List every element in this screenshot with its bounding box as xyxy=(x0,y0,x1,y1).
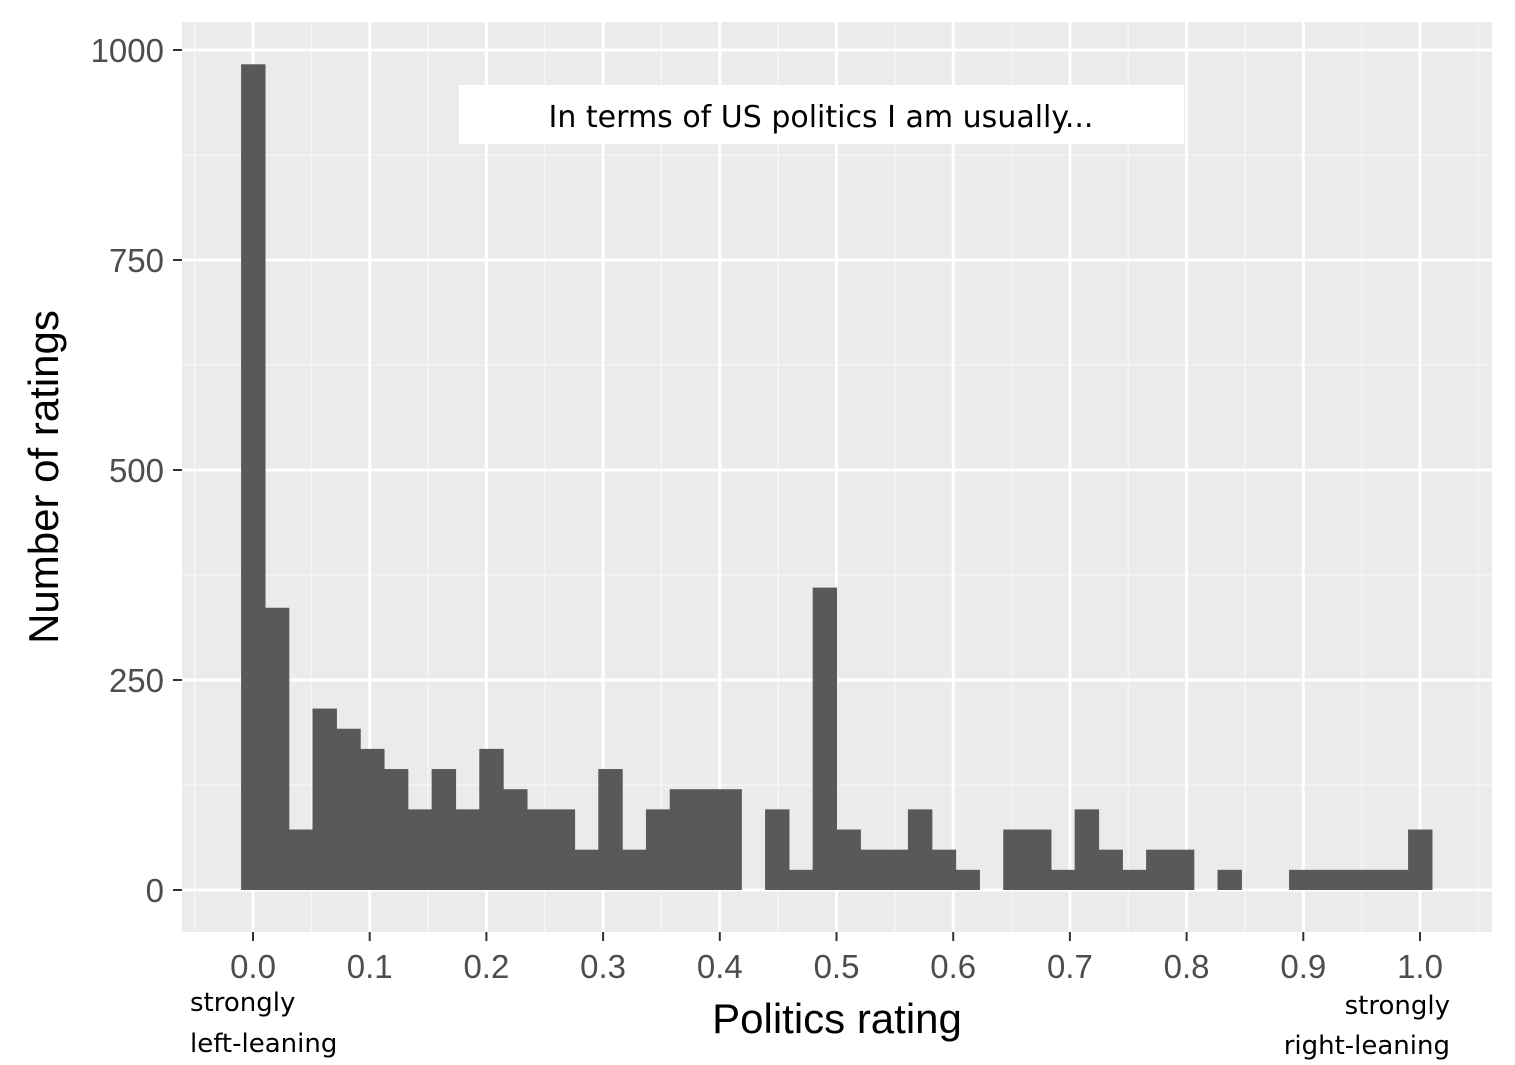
x-axis: 0.0 0.1 0.2 0.3 0.4 0.5 0.6 0.7 0.8 0.9 1.0 xyxy=(230,932,1443,985)
left-annotation: strongly left-leaning xyxy=(190,988,337,1059)
histogram-bar xyxy=(241,64,266,890)
x-tick-label: 0.4 xyxy=(697,948,743,985)
right-annotation: strongly right-leaning xyxy=(1284,991,1450,1061)
histogram-bar xyxy=(1027,829,1052,890)
chart-title: In terms of US politics I am usually... xyxy=(549,100,1094,135)
histogram-bar xyxy=(336,728,361,890)
histogram-bar xyxy=(503,789,528,890)
x-tick-label: 0.1 xyxy=(347,948,393,985)
histogram-bar xyxy=(264,607,290,890)
histogram-bar xyxy=(526,809,552,890)
histogram-bar xyxy=(1384,869,1409,890)
histogram-bar xyxy=(1050,869,1076,890)
histogram-bar xyxy=(1312,869,1338,890)
y-axis-title: Number of ratings xyxy=(20,310,67,644)
y-tick-label: 750 xyxy=(109,242,164,279)
right-annotation-line: strongly xyxy=(1345,991,1450,1021)
histogram-bar xyxy=(955,869,980,890)
histogram-bar xyxy=(788,869,814,890)
histogram-bar xyxy=(1003,829,1028,890)
histogram-bar xyxy=(765,809,790,890)
x-tick-label: 0.7 xyxy=(1047,948,1093,985)
histogram-bar xyxy=(1360,869,1385,890)
histogram-bar xyxy=(1098,849,1123,890)
left-annotation-line: strongly xyxy=(190,988,295,1018)
x-tick-label: 0.6 xyxy=(930,948,976,985)
histogram-bar xyxy=(812,587,838,890)
x-tick-label: 0.2 xyxy=(463,948,509,985)
histogram-bar xyxy=(598,769,623,890)
chart-title-box: In terms of US politics I am usually... xyxy=(459,85,1184,144)
histogram-bar xyxy=(1146,849,1171,890)
right-annotation-line: right-leaning xyxy=(1284,1031,1450,1061)
x-tick-label: 0.5 xyxy=(814,948,860,985)
histogram-bar xyxy=(550,809,576,890)
x-tick-label: 0.9 xyxy=(1280,948,1326,985)
histogram-bar xyxy=(860,849,885,890)
histogram-bar xyxy=(1408,829,1433,890)
histogram-bar xyxy=(479,748,504,890)
histogram-bar xyxy=(693,789,719,890)
histogram-bar xyxy=(288,829,314,890)
histogram-bar xyxy=(1074,809,1100,890)
histogram-bar xyxy=(669,789,695,890)
y-tick-label: 0 xyxy=(146,872,164,909)
histogram-bar xyxy=(360,748,385,890)
histogram-bar xyxy=(431,769,457,890)
histogram-bar xyxy=(622,849,647,890)
histogram-bar xyxy=(1122,869,1147,890)
y-axis: 0 250 500 750 1000 xyxy=(91,32,182,909)
y-tick-label: 250 xyxy=(109,662,164,699)
histogram-bar xyxy=(312,708,337,890)
histogram-bar xyxy=(1289,869,1314,890)
histogram-bar xyxy=(717,789,742,890)
histogram-bar xyxy=(884,849,909,890)
y-tick-label: 1000 xyxy=(91,32,164,69)
histogram-bar xyxy=(907,809,933,890)
histogram-bar xyxy=(645,809,671,890)
histogram-bar xyxy=(836,829,861,890)
x-tick-label: 0.8 xyxy=(1164,948,1210,985)
x-tick-label: 0.3 xyxy=(580,948,626,985)
histogram-bar xyxy=(407,809,433,890)
histogram-bar xyxy=(574,849,599,890)
histogram-bar xyxy=(455,809,480,890)
x-tick-label: 0.0 xyxy=(230,948,276,985)
histogram-bar xyxy=(1169,849,1195,890)
left-annotation-line: left-leaning xyxy=(190,1029,337,1059)
histogram-bar xyxy=(1217,869,1242,890)
x-tick-label: 1.0 xyxy=(1397,948,1443,985)
histogram-bar xyxy=(383,769,409,890)
bars xyxy=(241,64,1433,890)
chart-title-background xyxy=(459,85,1184,144)
histogram-bar xyxy=(931,849,957,890)
histogram-bar xyxy=(1336,869,1362,890)
x-axis-title: Politics rating xyxy=(712,995,962,1042)
y-tick-label: 500 xyxy=(109,452,164,489)
